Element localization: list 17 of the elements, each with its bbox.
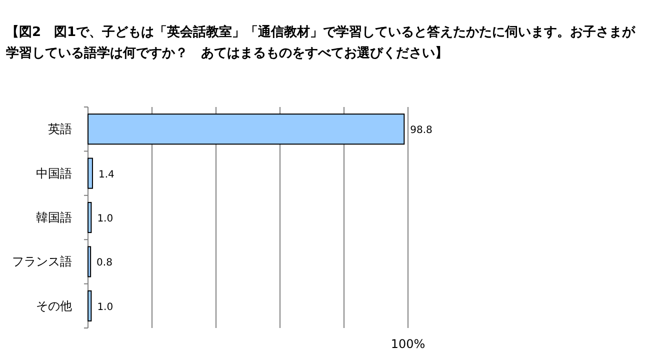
bar <box>88 158 93 189</box>
y-tick-label: 中国語 <box>36 166 72 180</box>
y-tick-label: 英語 <box>48 122 72 136</box>
x-tick-label: 100% <box>390 337 426 351</box>
bar <box>88 246 92 278</box>
y-tick-label: その他 <box>36 298 72 313</box>
data-label: 1.4 <box>98 169 114 180</box>
y-tick-label: 韓国語 <box>36 210 72 224</box>
bar <box>88 202 92 234</box>
data-label: 0.8 <box>96 258 112 269</box>
data-label: 98.8 <box>410 125 432 136</box>
chart-title: 【図2 図1で、子どもは「英会話教室」「通信教材」で学習していると答えたかたに伺います。お子さまが学習している語学は何ですか？ あてはまるものをすべてお選びください】 <box>6 24 636 63</box>
data-label: 1.0 <box>97 214 114 224</box>
bar <box>88 114 405 145</box>
data-label: 1.0 <box>97 302 114 313</box>
y-tick-label: フランス語 <box>12 254 72 269</box>
bar <box>88 290 92 322</box>
